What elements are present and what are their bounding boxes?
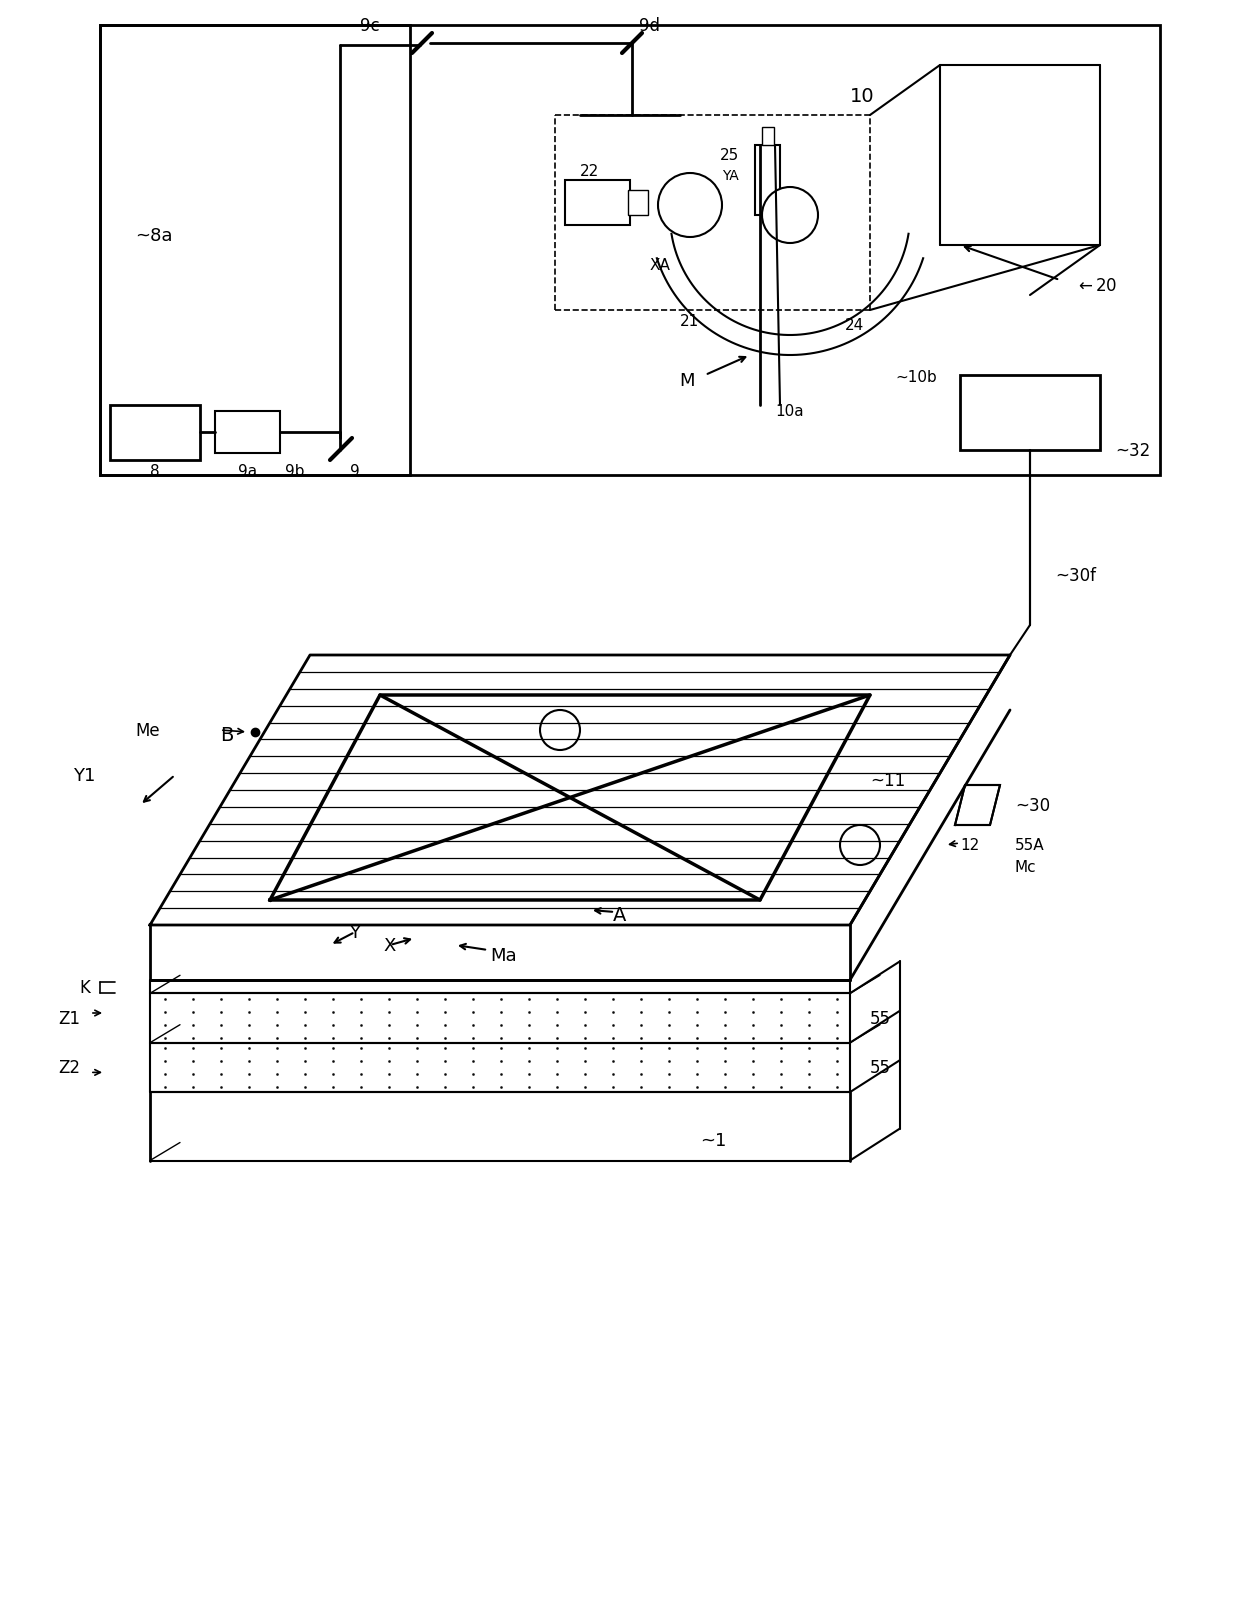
Text: B: B [219,725,233,745]
Text: 25: 25 [720,148,739,164]
Text: 9c: 9c [360,18,379,35]
Text: 24: 24 [846,318,864,334]
Circle shape [539,711,580,751]
Circle shape [763,188,818,244]
Bar [100,26,1159,475]
Text: M: M [680,372,694,390]
Bar [565,181,630,226]
Text: 55: 55 [870,1010,892,1027]
Bar [215,412,280,454]
Text: Y: Y [350,923,361,942]
Bar [100,26,410,475]
Text: 8: 8 [150,464,160,478]
Bar [627,191,649,215]
Text: ~30: ~30 [1016,796,1050,814]
Text: $\leftarrow$20: $\leftarrow$20 [1075,276,1117,295]
Text: X: X [384,936,397,955]
Text: YA: YA [722,169,738,183]
Bar [755,146,780,215]
Text: ~8a: ~8a [135,226,172,246]
Text: 22: 22 [580,164,600,178]
Bar [763,128,774,146]
Text: 12: 12 [960,838,980,852]
Text: Ma: Ma [490,947,517,965]
Text: ~10b: ~10b [895,371,936,385]
Text: ~32: ~32 [1115,441,1151,459]
Text: 10a: 10a [776,403,805,419]
Text: K: K [79,977,91,997]
Text: 9b: 9b [285,464,305,478]
Text: 9: 9 [350,464,360,478]
Circle shape [839,825,880,865]
Bar [960,376,1100,451]
Bar [110,406,200,461]
Text: 55: 55 [870,1059,892,1077]
Text: ~11: ~11 [870,772,905,790]
Text: 9a: 9a [238,464,258,478]
Text: XA: XA [650,258,671,273]
Text: Y1: Y1 [73,767,95,785]
Text: 10: 10 [849,87,874,106]
Text: Me: Me [135,722,160,740]
Polygon shape [955,785,999,825]
Text: A: A [614,905,626,924]
Text: 21: 21 [681,313,699,329]
Text: ~1: ~1 [701,1132,727,1149]
Text: Z2: Z2 [58,1059,81,1077]
Text: ~30f: ~30f [1055,567,1096,584]
Circle shape [658,173,722,238]
Text: Z1: Z1 [58,1010,81,1027]
Text: Mc: Mc [1016,860,1037,875]
Text: 55A: 55A [1016,838,1044,852]
Text: 9d: 9d [640,18,661,35]
